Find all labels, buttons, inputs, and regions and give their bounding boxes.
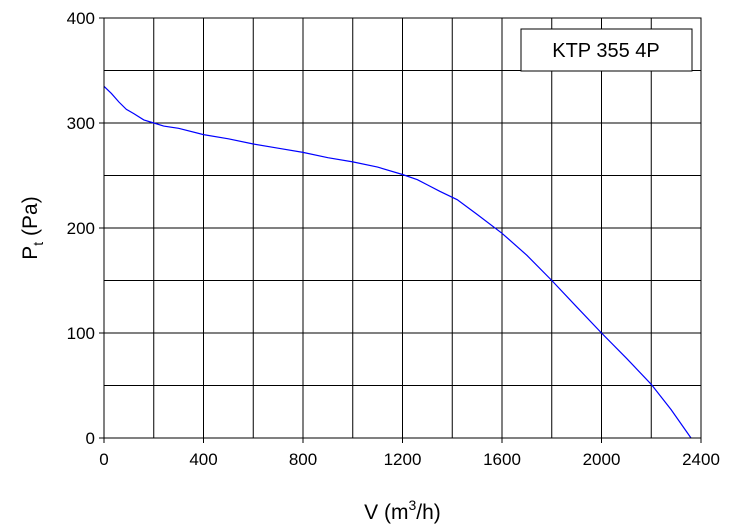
x-tick-label: 0 (99, 450, 108, 469)
y-axis-label: Pt (Pa) (19, 196, 46, 259)
y-axis-label-suffix: (Pa) (19, 196, 42, 242)
x-tick-label: 1200 (384, 450, 422, 469)
y-tick-label: 100 (67, 324, 95, 343)
legend-box: KTP 355 4P (520, 28, 693, 72)
plot-frame (103, 17, 702, 439)
legend-label: KTP 355 4P (552, 40, 659, 62)
y-tick-labels: 0 100 200 300 400 (67, 9, 95, 448)
y-tick-label: 0 (86, 429, 95, 448)
x-axis-label: V (m3/h) (364, 497, 441, 524)
x-tick-label: 800 (289, 450, 317, 469)
series-layer (103, 85, 692, 439)
y-axis-label-sub: t (30, 242, 46, 246)
x-tick-label: 2400 (682, 450, 720, 469)
x-axis-label-sup: 3 (409, 497, 417, 513)
legend-frame (520, 28, 693, 72)
x-axis-label-suffix: /h) (416, 501, 441, 524)
x-tick-label: 1600 (483, 450, 521, 469)
series-line (103, 85, 692, 439)
x-tick-labels: 0 400 800 1200 1600 2000 2400 (99, 450, 720, 469)
x-tick-label: 2000 (583, 450, 621, 469)
y-tick-label: 400 (67, 9, 95, 28)
x-tick-label: 400 (189, 450, 217, 469)
y-axis-label-prefix: P (19, 246, 42, 260)
y-tick-label: 200 (67, 219, 95, 238)
grid-lines (99, 17, 702, 443)
y-tick-label: 300 (67, 114, 95, 133)
x-axis-label-prefix: V (m (364, 501, 408, 524)
